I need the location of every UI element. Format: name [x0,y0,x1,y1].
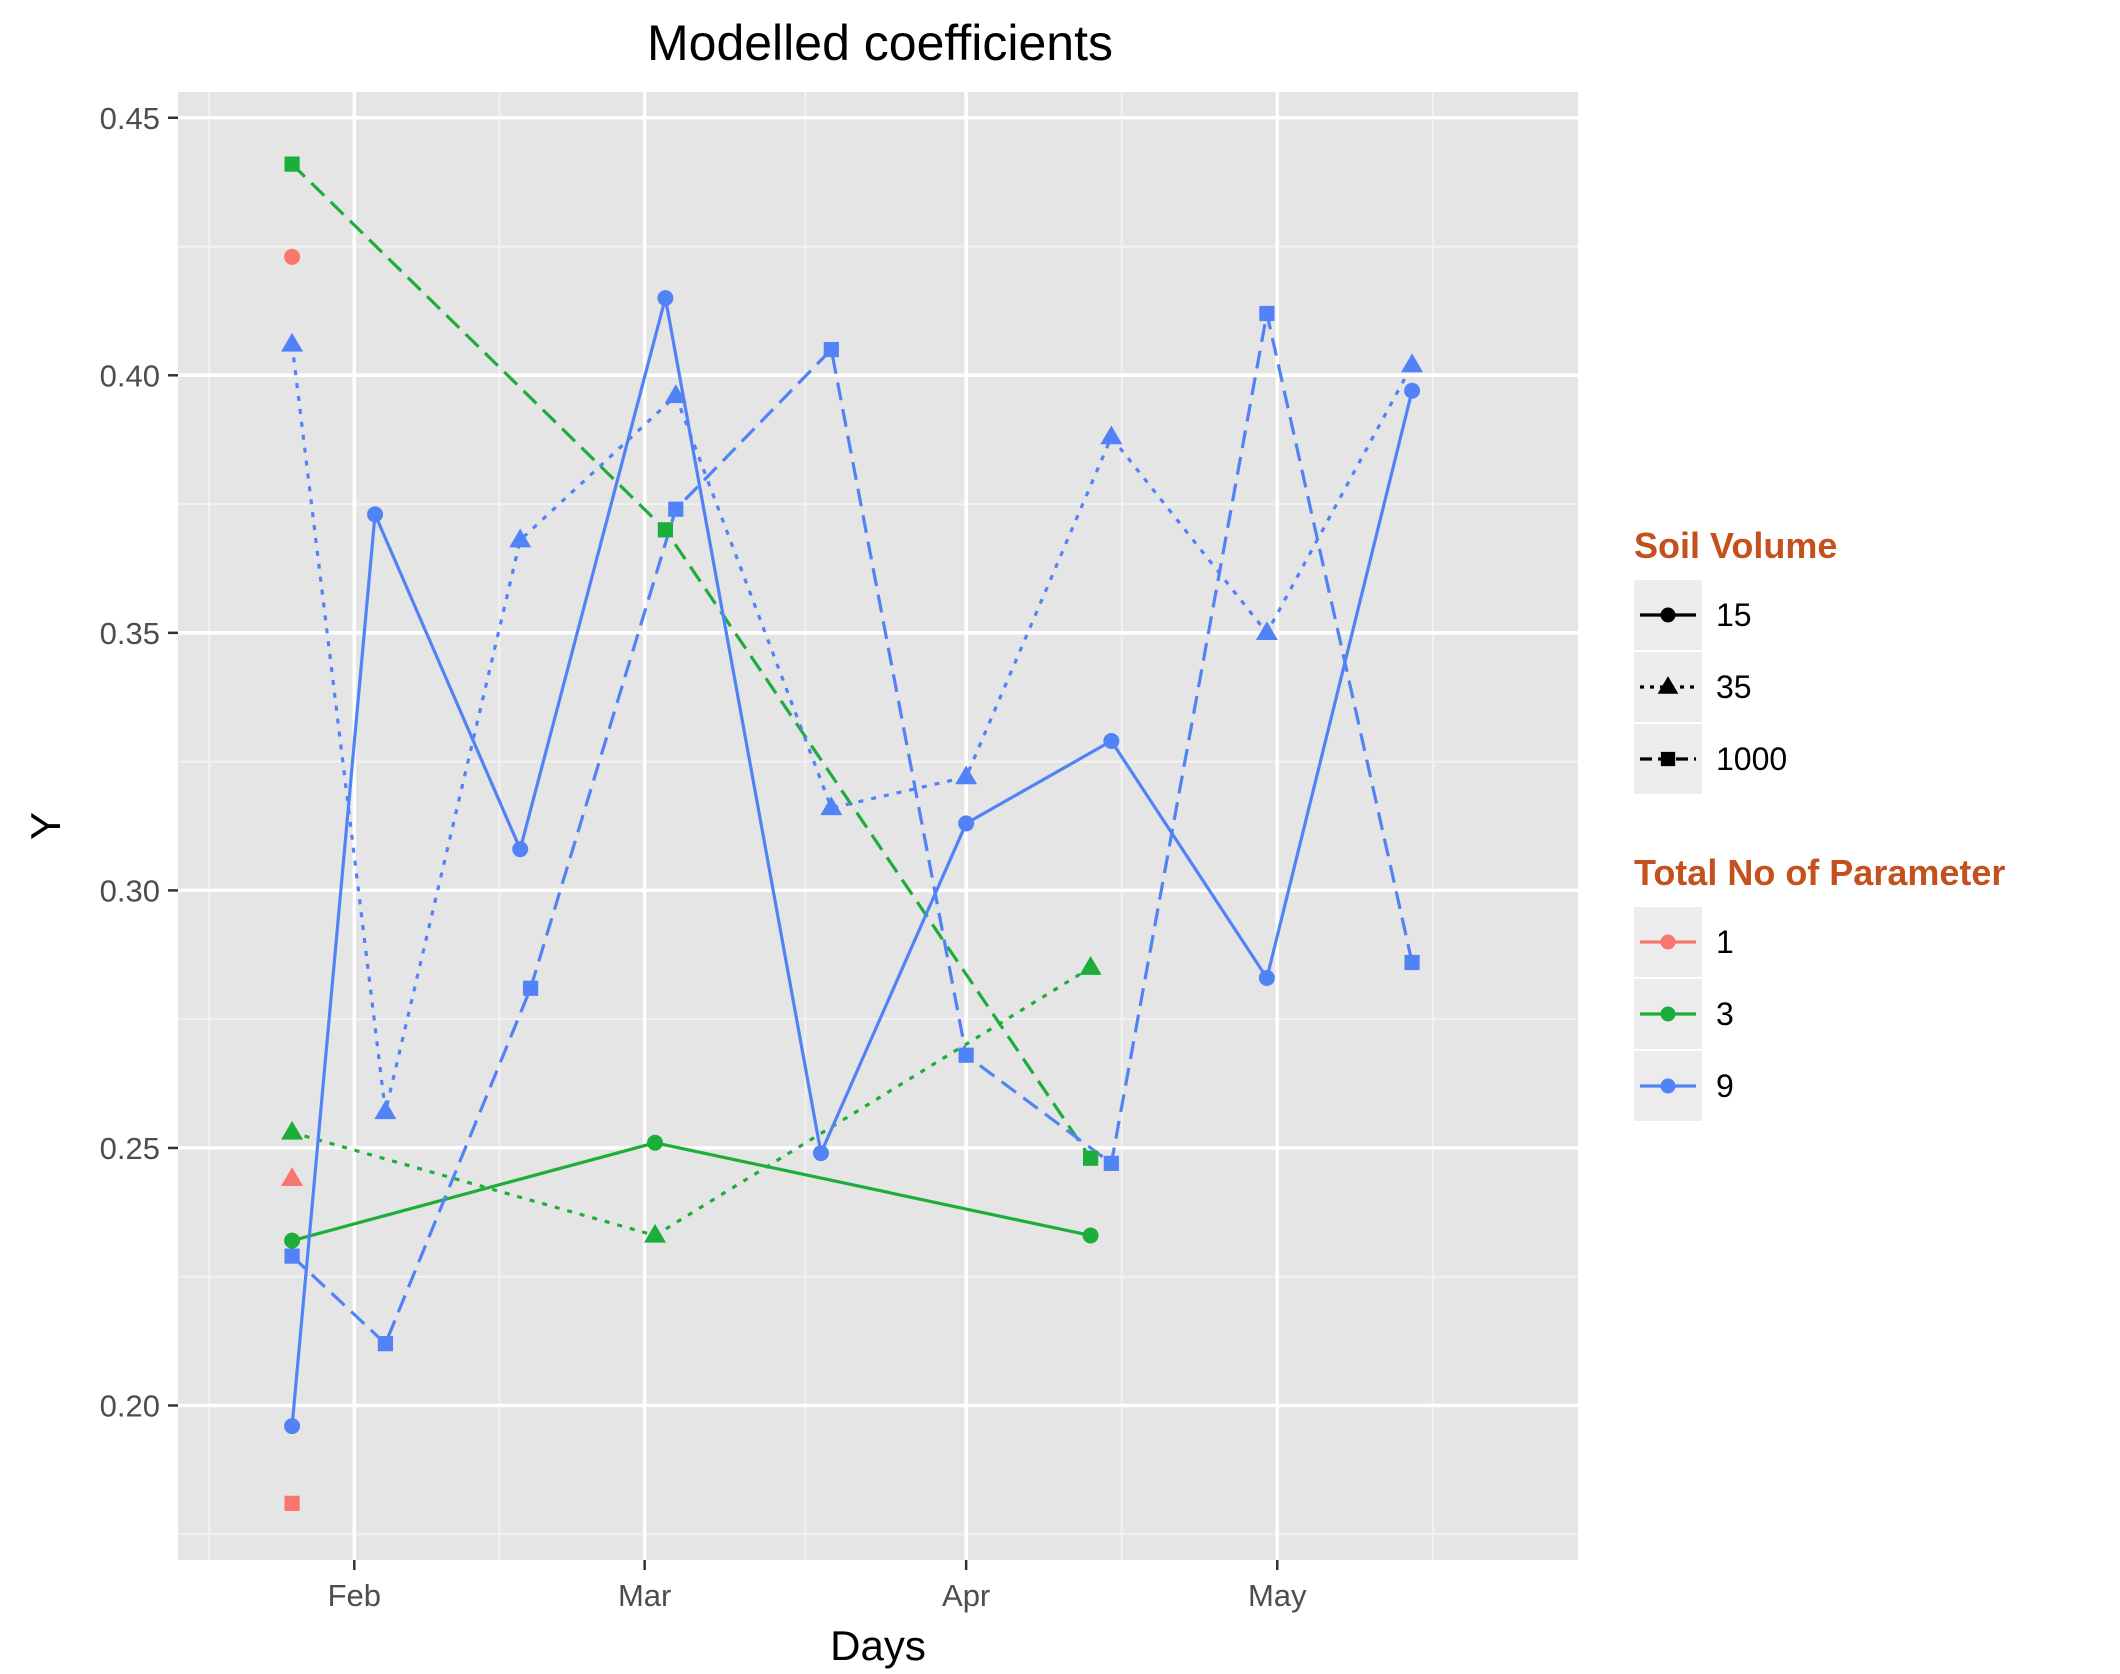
x-axis: Feb Mar Apr May [328,1560,1307,1613]
x-axis-title: Days [830,1622,926,1669]
data-point-params-9-soil-15 [367,506,384,523]
data-point-params-9-soil-1000 [284,1248,300,1264]
x-tick-label: Apr [942,1578,990,1613]
legend-label: 3 [1716,996,1734,1032]
data-point-params-9-soil-35 [509,528,532,548]
data-point-params-1-soil-1000 [284,1495,300,1511]
data-point-params-9-soil-1000 [522,980,539,996]
legend-key-marker [1660,1078,1676,1094]
legend-item: 1 [1634,907,1734,977]
data-point-params-3-soil-1000 [284,156,300,172]
major-gridlines [178,92,1578,1560]
data-point-params-9-soil-1000 [1404,954,1420,971]
legend-key-marker [1660,934,1676,950]
legend-title: Soil Volume [1634,525,1837,566]
data-point-params-9-soil-1000 [377,1336,394,1352]
data-point-params-3-soil-35 [1079,956,1102,975]
data-point-params-9-soil-35 [664,384,687,404]
series-points [281,156,1424,1511]
legend-soil-volume: Soil Volume 15 35 1000 [1634,525,1837,794]
legend-total-parameters: Total No of Parameter 1 3 9 [1634,852,2005,1121]
legend-label: 1 [1716,924,1734,960]
y-tick-label: 0.25 [100,1131,160,1166]
y-axis-title: Y [22,812,69,840]
legend-item: 35 [1634,652,1752,722]
y-tick-label: 0.30 [100,873,160,908]
legend-label: 15 [1716,597,1752,633]
minor-gridlines [178,92,1578,1560]
legend-key-marker [1660,751,1676,767]
data-point-params-3-soil-15 [647,1134,664,1151]
data-point-params-9-soil-35 [820,796,843,816]
data-point-params-9-soil-35 [1100,425,1123,445]
legend-item: 3 [1634,979,1734,1049]
chart-title: Modelled coefficients [647,15,1113,71]
data-point-params-1-soil-15 [284,248,301,265]
data-point-params-9-soil-15 [1103,733,1120,750]
y-tick-label: 0.45 [100,101,160,136]
data-point-params-9-soil-15 [512,841,529,858]
data-point-params-9-soil-15 [812,1145,829,1162]
y-tick-label: 0.20 [100,1388,160,1423]
legend-title: Total No of Parameter [1634,852,2005,893]
x-tick-label: Feb [328,1578,381,1613]
data-point-params-3-soil-1000 [657,522,674,538]
legend-item: 9 [1634,1051,1734,1121]
legend-key-marker [1657,676,1679,694]
legend-label: 35 [1716,669,1752,705]
legend-key-marker [1660,1006,1676,1022]
data-point-params-1-soil-35 [281,1167,304,1187]
x-tick-label: Mar [618,1578,671,1613]
data-point-params-9-soil-15 [1258,969,1275,986]
data-point-params-9-soil-1000 [668,501,684,517]
data-point-params-9-soil-1000 [823,341,839,358]
legend-key-marker [1660,607,1676,623]
data-point-params-9-soil-15 [657,290,674,307]
data-point-params-3-soil-35 [281,1120,304,1140]
data-point-params-9-soil-15 [1404,382,1421,399]
legend-item: 1000 [1634,724,1787,794]
data-point-params-9-soil-15 [284,1418,301,1435]
data-point-params-9-soil-35 [1255,621,1278,641]
data-point-params-3-soil-1000 [1082,1150,1099,1166]
x-tick-label: May [1248,1578,1307,1613]
y-tick-label: 0.35 [100,616,160,651]
legend-label: 1000 [1716,741,1787,777]
data-point-params-9-soil-1000 [1103,1155,1119,1171]
plot-panel [178,92,1578,1560]
data-point-params-9-soil-35 [955,765,978,785]
data-point-params-3-soil-15 [284,1232,301,1249]
legend-item: 15 [1634,580,1752,650]
data-point-params-3-soil-15 [1082,1227,1099,1244]
data-point-params-9-soil-35 [374,1100,397,1120]
legend-label: 9 [1716,1068,1734,1104]
data-point-params-9-soil-1000 [1259,305,1275,322]
y-axis: 0.20 0.25 0.30 0.35 0.40 0.45 [100,101,178,1423]
data-point-params-9-soil-35 [281,332,304,352]
data-point-params-9-soil-35 [1401,353,1424,373]
data-point-params-3-soil-35 [644,1223,667,1243]
data-point-params-9-soil-15 [958,815,975,832]
data-point-params-9-soil-1000 [958,1047,974,1063]
y-tick-label: 0.40 [100,358,160,393]
series-line-params-9-soil-1000 [290,313,1414,1347]
